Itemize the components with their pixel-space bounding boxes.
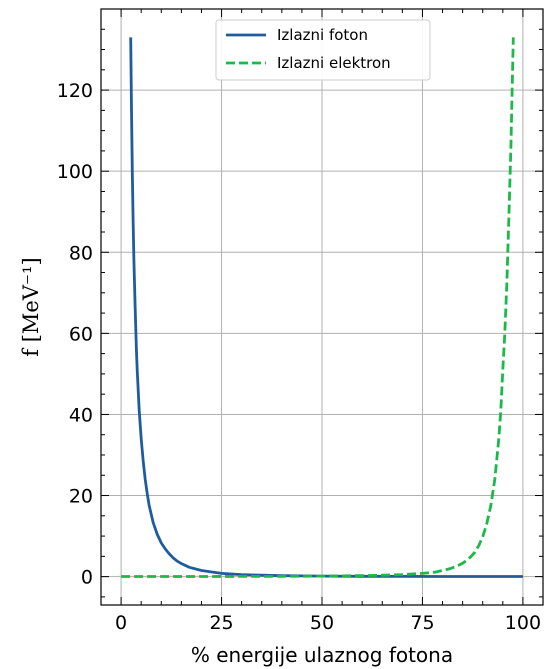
legend-label-izlazni-foton: Izlazni foton	[277, 26, 368, 44]
x-tick-label: 25	[209, 612, 233, 634]
y-tick-label: 100	[57, 161, 93, 183]
y-axis-label: f [MeV⁻¹]	[19, 257, 43, 356]
series-lines	[121, 37, 523, 578]
x-tick-label: 50	[310, 612, 334, 634]
legend-box	[215, 19, 431, 81]
legend-label-izlazni-elektron: Izlazni elektron	[277, 54, 391, 72]
y-tick-label: 60	[69, 323, 93, 345]
x-tick-label: 100	[505, 612, 541, 634]
x-axis-label: % energije ulaznog fotona	[191, 643, 453, 667]
series-line-izlazni-elektron	[121, 37, 515, 578]
legend: Izlazni foton Izlazni elektron	[215, 19, 431, 81]
y-tick-label: 40	[69, 404, 93, 426]
y-tick-label: 120	[57, 80, 93, 102]
axis-ticks	[100, 8, 544, 605]
grid-lines	[101, 9, 543, 605]
series-line-izlazni-foton	[129, 37, 523, 578]
y-tick-label: 0	[81, 567, 93, 589]
tick-labels: 0 25 50 75 100 0 20 40 60 80 100 120	[57, 80, 541, 634]
x-tick-label: 75	[410, 612, 434, 634]
y-tick-label: 80	[69, 242, 93, 264]
y-tick-label: 20	[69, 486, 93, 508]
x-tick-label: 0	[115, 612, 127, 634]
